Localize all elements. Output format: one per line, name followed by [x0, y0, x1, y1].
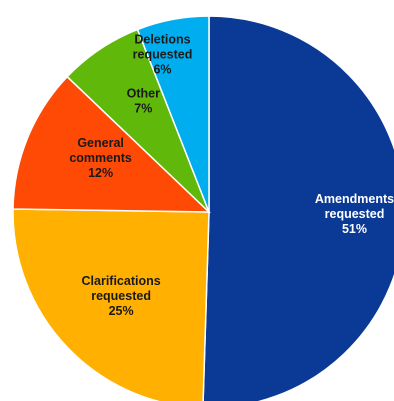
slice-label: Clarifications requested 25% — [82, 274, 161, 318]
pie-slice — [202, 15, 394, 401]
slice-category-label: Other — [127, 87, 160, 101]
slice-value-label: 12% — [88, 166, 113, 180]
slice-category-label: Deletions — [134, 33, 190, 47]
slice-label: Other 7% — [127, 87, 160, 116]
slice-category-label: Clarifications — [82, 274, 161, 288]
slice-category-label: requested — [325, 207, 385, 221]
pie-slice — [12, 75, 211, 213]
slice-label: General comments 12% — [69, 136, 132, 180]
pie-slice — [136, 15, 210, 213]
slice-category-label: requested — [91, 289, 151, 303]
slice-category-label: Amendments — [315, 192, 394, 206]
pie-slices — [12, 15, 394, 401]
slice-label: Amendments requested 51% — [315, 192, 394, 236]
slice-category-label: comments — [69, 151, 132, 165]
slice-value-label: 51% — [342, 222, 367, 236]
pie-labels: Amendments requested 51%Clarifications requ… — [69, 33, 394, 318]
pie-slice — [12, 208, 210, 401]
slice-value-label: 7% — [134, 102, 152, 116]
slice-category-label: requested — [133, 48, 193, 62]
slice-value-label: 6% — [153, 63, 171, 77]
slice-category-label: General — [77, 136, 124, 150]
slice-value-label: 25% — [109, 304, 134, 318]
slice-label: Deletions requested 6% — [133, 33, 193, 77]
